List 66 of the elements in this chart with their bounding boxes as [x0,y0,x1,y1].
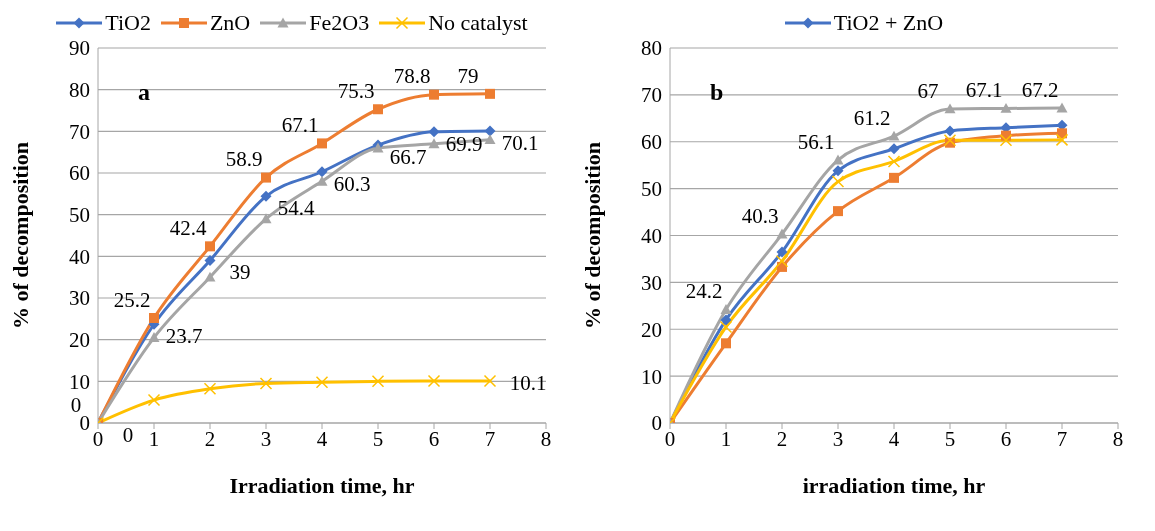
legend-label: Fe2O3 [309,10,370,36]
data-label: 60.3 [333,171,371,196]
x-tick-label: 3 [260,426,272,451]
legend-label: ZnO [209,10,251,36]
data-label: 67.2 [1021,77,1059,102]
x-tick-label: 1 [148,426,160,451]
y-tick-label: 60 [69,161,90,186]
x-tick-label: 3 [832,426,844,451]
data-label: 54.4 [277,196,315,221]
y-tick-label: 40 [641,223,662,248]
data-label: 79 [457,63,479,88]
x-tick-label: 5 [944,426,956,451]
y-tick-label: 70 [69,119,90,144]
data-label: 61.2 [853,105,891,130]
data-label: 70.1 [501,130,539,155]
y-tick-label: 50 [641,177,662,202]
annotation: b [710,79,724,105]
data-label: 67.1 [281,113,319,138]
y-tick-label: 20 [69,328,90,353]
y-tick-label: 40 [69,244,90,269]
x-tick-label: 2 [776,426,788,451]
y-tick-label: 80 [69,78,90,103]
y-axis-title: % of decomposition [579,142,605,329]
x-tick-label: 7 [1056,426,1068,451]
legend-label: TiO2 + ZnO [833,10,944,36]
data-label: 66.7 [389,144,427,169]
data-label: 78.8 [393,64,431,89]
data-label: 58.9 [225,147,263,172]
x-axis-title: Irradiation time, hr [229,473,415,498]
legend-label: TiO2 [105,10,151,36]
legend-label: No catalyst [428,10,528,36]
y-tick-label: 10 [641,364,662,389]
y-tick-label: 30 [69,286,90,311]
data-label: 56.1 [797,129,835,154]
data-label: 10.1 [509,370,547,395]
x-tick-label: 5 [372,426,384,451]
data-label: 75.3 [337,79,375,104]
y-tick-label: 20 [641,317,662,342]
x-tick-label: 6 [1000,426,1012,451]
x-tick-label: 8 [1112,426,1124,451]
y-tick-label: 30 [641,270,662,295]
x-tick-label: 4 [888,426,900,451]
x-tick-label: 2 [204,426,216,451]
y-axis-title: % of decomposition [7,142,33,329]
data-label: 69.9 [445,131,483,156]
data-label: 67.1 [965,78,1003,103]
data-label: 40.3 [741,203,779,228]
x-tick-label: 1 [720,426,732,451]
data-label: 23.7 [165,324,203,349]
x-tick-label: 8 [540,426,552,451]
y-tick-label: 80 [641,36,662,61]
data-label: 42.4 [169,216,207,241]
data-label: 39 [229,260,251,285]
data-label: 24.2 [685,279,723,304]
y-tick-label: 70 [641,83,662,108]
x-tick-label: 7 [484,426,496,451]
x-axis-title: irradiation time, hr [802,473,986,498]
data-label: 67 [917,78,939,103]
y-tick-label: 50 [69,203,90,228]
y-tick-label: 90 [69,36,90,61]
annotation: a [138,79,150,105]
y-tick-label: 10 [69,369,90,394]
data-label: 25.2 [113,287,151,312]
x-tick-label: 4 [316,426,328,451]
x-tick-label: 6 [428,426,440,451]
y-tick-label: 60 [641,130,662,155]
